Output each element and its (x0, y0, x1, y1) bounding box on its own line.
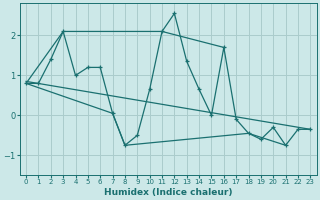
X-axis label: Humidex (Indice chaleur): Humidex (Indice chaleur) (104, 188, 232, 197)
